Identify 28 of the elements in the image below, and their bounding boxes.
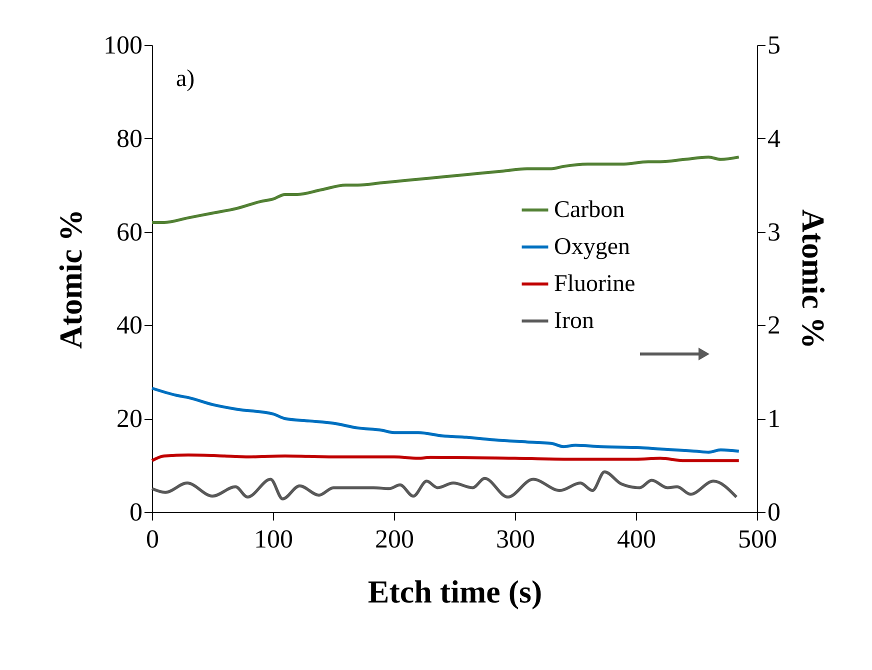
y2-tick-label: 5	[768, 30, 780, 60]
y-tick-label: 20	[116, 404, 142, 434]
line-series	[150, 386, 740, 454]
x-tick-label: 200	[375, 524, 414, 554]
x-tick-label: 300	[496, 524, 535, 554]
y-tick-label: 40	[116, 310, 142, 340]
annotation: a)	[176, 66, 195, 92]
x-axis-title: Etch time (s)	[368, 574, 542, 610]
y2-tick-label: 2	[768, 310, 780, 340]
line-series	[150, 156, 740, 224]
y-tick-label: 80	[116, 124, 142, 153]
y2-tick-label: 4	[768, 124, 780, 153]
y-tick-label: 60	[116, 217, 142, 246]
y2-tick-label: 0	[768, 498, 780, 526]
legend-label: Oxygen	[554, 234, 630, 260]
line-series	[150, 470, 738, 500]
x-tick-label: 100	[254, 524, 293, 554]
y-tick-label: 0	[130, 498, 142, 526]
x-tick-label: 400	[617, 524, 656, 554]
y2-tick-label: 3	[768, 217, 780, 246]
legend-label: Carbon	[554, 197, 625, 223]
legend-label: Fluorine	[554, 271, 636, 297]
y2-tick-label: 1	[768, 404, 780, 434]
y2-axis-title: Atomic %	[796, 209, 832, 349]
x-tick-label: 500	[738, 524, 777, 554]
y-tick-label: 100	[104, 30, 142, 60]
legend-label: Iron	[554, 308, 594, 334]
y-axis-title: Atomic %	[52, 209, 88, 349]
